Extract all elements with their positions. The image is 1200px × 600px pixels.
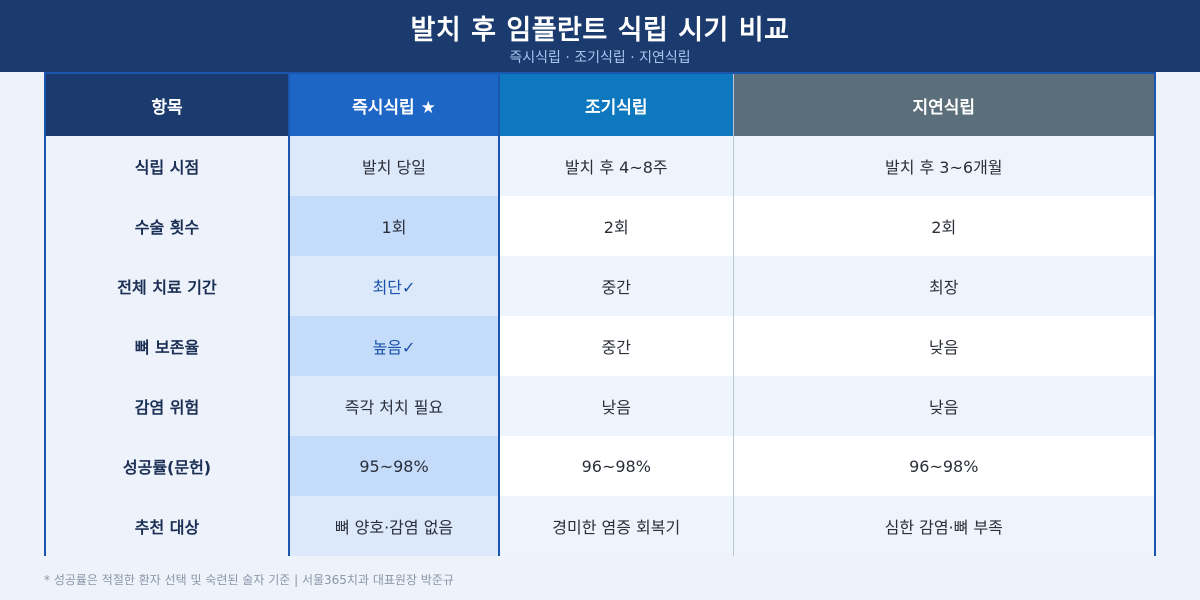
delayed-cell: 2회 — [733, 196, 1154, 256]
immediate-cell: 즉각 처치 필요 — [289, 376, 500, 436]
early-cell: 경미한 염증 회복기 — [499, 496, 734, 556]
early-cell: 발치 후 4~8주 — [499, 136, 734, 196]
delayed-cell: 발치 후 3~6개월 — [733, 136, 1154, 196]
page-subtitle: 즉시식립 · 조기식립 · 지연식립 — [509, 50, 691, 66]
early-cell: 96~98% — [499, 436, 734, 496]
row-label: 전체 치료 기간 — [46, 256, 290, 316]
comparison-table: 항목 즉시식립 ★ 조기식립 지연식립 식립 시점 발치 당일 발치 후 4~8… — [44, 72, 1156, 556]
delayed-cell: 최장 — [733, 256, 1154, 316]
immediate-cell-highlight: 높음✓ — [289, 316, 500, 376]
early-cell: 2회 — [499, 196, 734, 256]
table-row: 성공률(문헌) 95~98% 96~98% 96~98% — [46, 436, 1154, 496]
immediate-cell: 뼈 양호·감염 없음 — [289, 496, 500, 556]
table-row: 뼈 보존율 높음✓ 중간 낮음 — [46, 316, 1154, 376]
footnote: * 성공률은 적절한 환자 선택 및 숙련된 술자 기준 | 서울365치과 대… — [44, 573, 454, 587]
delayed-cell: 96~98% — [733, 436, 1154, 496]
table-row: 전체 치료 기간 최단✓ 중간 최장 — [46, 256, 1154, 316]
row-label: 추천 대상 — [46, 496, 290, 556]
row-label: 수술 횟수 — [46, 196, 290, 256]
table-header-row: 항목 즉시식립 ★ 조기식립 지연식립 — [46, 74, 1154, 136]
header-delayed-placement: 지연식립 — [733, 74, 1154, 136]
early-cell: 중간 — [499, 256, 734, 316]
immediate-cell-highlight: 최단✓ — [289, 256, 500, 316]
delayed-cell: 낮음 — [733, 316, 1154, 376]
early-cell: 낮음 — [499, 376, 734, 436]
header-early-placement: 조기식립 — [499, 74, 734, 136]
header-immediate-placement: 즉시식립 ★ — [289, 74, 500, 136]
table-row: 식립 시점 발치 당일 발치 후 4~8주 발치 후 3~6개월 — [46, 136, 1154, 196]
page-title: 발치 후 임플란트 식립 시기 비교 — [410, 15, 790, 46]
immediate-cell: 95~98% — [289, 436, 500, 496]
delayed-cell: 낮음 — [733, 376, 1154, 436]
table-row: 수술 횟수 1회 2회 2회 — [46, 196, 1154, 256]
delayed-cell: 심한 감염·뼈 부족 — [733, 496, 1154, 556]
immediate-cell: 발치 당일 — [289, 136, 500, 196]
table-row: 감염 위험 즉각 처치 필요 낮음 낮음 — [46, 376, 1154, 436]
row-label: 뼈 보존율 — [46, 316, 290, 376]
row-label: 성공률(문헌) — [46, 436, 290, 496]
row-label: 감염 위험 — [46, 376, 290, 436]
table-row: 추천 대상 뼈 양호·감염 없음 경미한 염증 회복기 심한 감염·뼈 부족 — [46, 496, 1154, 556]
page-header: 발치 후 임플란트 식립 시기 비교 즉시식립 · 조기식립 · 지연식립 — [0, 0, 1200, 72]
row-label: 식립 시점 — [46, 136, 290, 196]
early-cell: 중간 — [499, 316, 734, 376]
header-item: 항목 — [46, 74, 290, 136]
immediate-cell: 1회 — [289, 196, 500, 256]
